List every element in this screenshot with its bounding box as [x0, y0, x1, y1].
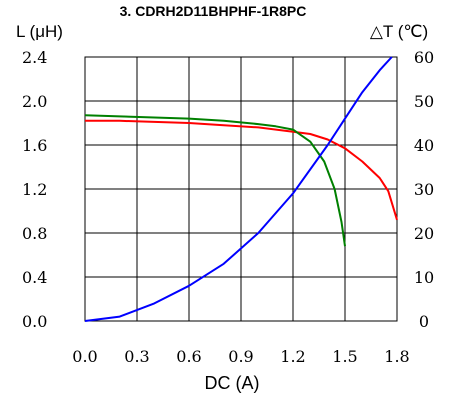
- temperature-rise-curve-blue: [84, 56, 393, 322]
- y-left-tick-label: 0.8: [22, 224, 47, 243]
- x-tick-label: 0.6: [176, 347, 201, 366]
- x-tick-label: 1.8: [384, 347, 409, 366]
- y-right-tick-label: 60: [414, 48, 434, 67]
- y-axis-label-right: △T (℃): [370, 22, 428, 41]
- y-left-tick-label: 0.4: [22, 268, 47, 287]
- y-left-tick-label: 0.0: [22, 312, 47, 331]
- y-left-tick-label: 2.0: [22, 92, 47, 111]
- y-right-tick-label: 0: [419, 312, 429, 331]
- y-left-tick-label: 1.2: [22, 180, 47, 199]
- y-right-tick-label: 10: [414, 268, 434, 287]
- chart-title: 3. CDRH2D11BHPHF-1R8PC: [120, 3, 307, 19]
- y-right-tick-label: 20: [414, 224, 434, 243]
- inductance-curve-red: [85, 119, 398, 221]
- x-tick-label: 0.9: [228, 347, 253, 366]
- x-axis-label: DC (A): [205, 373, 260, 393]
- x-tick-label: 1.2: [280, 347, 305, 366]
- x-tick-label: 0.0: [72, 347, 97, 366]
- series-layer: [84, 56, 398, 322]
- grid-lines: [84, 56, 398, 322]
- inductance-curve-green: [84, 114, 346, 247]
- y-right-tick-label: 30: [414, 180, 434, 199]
- y-right-tick-label: 40: [414, 136, 434, 155]
- y-left-tick-label: 2.4: [22, 48, 47, 67]
- y-axis-label-left: L (μH): [16, 22, 63, 41]
- x-tick-label: 1.5: [332, 347, 357, 366]
- x-tick-label: 0.3: [124, 347, 149, 366]
- tick-labels: 0.0 0.3 0.6 0.9 1.2 1.5 1.8 0.0 0 0.4 10 0.8 20 1.2 30…: [22, 48, 434, 366]
- y-left-tick-label: 1.6: [22, 136, 47, 155]
- y-right-tick-label: 50: [414, 92, 434, 111]
